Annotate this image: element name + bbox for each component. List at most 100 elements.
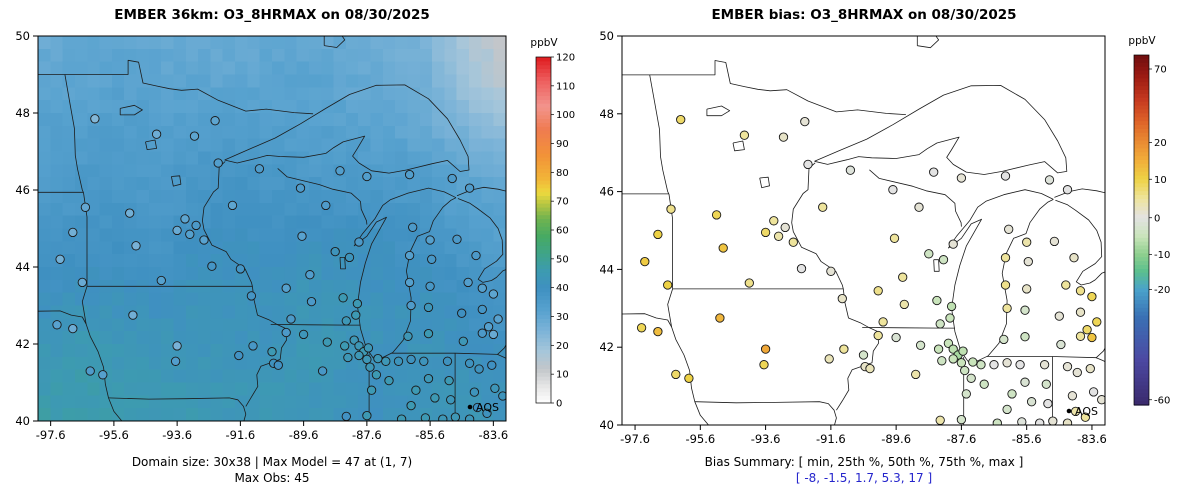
colorbar-tick-label: 50 [556,254,569,265]
station-marker [246,291,257,301]
station-marker [248,341,258,351]
station-marker [305,270,315,280]
station-marker [404,250,415,261]
station-marker [788,237,798,247]
colorbar-tick-label: -10 [1154,250,1170,261]
station-marker [1097,395,1105,405]
station-marker [172,225,182,236]
colorbar-tick-label: 40 [556,283,569,294]
y-tick-label: 42 [600,340,614,354]
station-marker [924,249,934,259]
x-tick-label: -93.6 [751,432,781,446]
station-marker [1035,418,1045,425]
aqs-dot-icon [1066,408,1072,414]
station-marker [131,241,141,251]
station-marker [1002,358,1012,368]
station-marker [636,323,647,333]
station-marker [803,159,813,170]
bias-station-markers [636,114,1105,425]
station-marker [384,375,394,386]
station-marker [488,289,499,299]
plot-axes: -97.6 -95.6 -93.6 -91.6 -89.6 -87.6 -85.6 -83.6… [15,29,508,442]
station-marker [425,281,435,291]
station-marker [406,354,416,365]
plot-axes: -97.6 -95.6 -93.6 -91.6 -89.6 -87.6 -85.6 -83.6… [600,29,1107,446]
station-marker [354,237,364,247]
left-panel-title: EMBER 36km: O3_8HRMAX on 08/30/2025 [114,7,429,23]
station-marker [937,356,947,366]
station-marker [458,336,468,346]
station-marker [210,116,220,126]
station-marker [769,216,779,226]
station-marker [343,352,353,363]
station-marker [180,214,190,224]
colorbar-tick-label: 20 [556,341,569,352]
station-marker [471,250,481,261]
station-marker [477,304,487,315]
right-caption-bias-summary: Bias Summary: [ min, 25th %, 50th %, 75t… [705,455,1024,469]
station-marker [172,341,182,351]
station-marker [935,415,945,425]
station-marker [715,313,725,323]
station-marker [1088,387,1099,397]
x-tick-label: -91.6 [816,432,846,446]
station-marker [873,286,883,296]
station-marker [956,414,967,425]
station-marker [191,220,201,231]
station-marker [321,200,331,211]
station-marker [68,323,78,334]
station-marker [457,308,467,318]
y-tick-label: 44 [600,262,614,276]
station-marker [1048,416,1058,425]
station-marker [796,263,807,274]
station-marker [653,326,663,337]
station-marker [1043,398,1053,409]
station-marker [273,360,283,370]
model-map-plot: -97.6 -95.6 -93.6 -91.6 -89.6 -87.6 -85.6 -83.6… [15,29,575,442]
station-marker [297,231,307,241]
station-marker [90,114,100,124]
station-marker [837,293,847,304]
station-marker [960,365,970,376]
station-marker [929,167,939,177]
station-marker [213,158,223,168]
station-marker [464,414,475,421]
station-marker [1039,360,1050,370]
station-marker [487,360,497,370]
station-marker [898,272,908,282]
station-marker [958,346,968,356]
aqs-legend: AQS [467,401,499,414]
station-marker [450,412,461,421]
station-marker [1062,185,1073,195]
station-marker [948,344,958,354]
bias-map-panel: EMBER bias: O3_8HRMAX on 08/30/2025 Bias… [600,7,1170,485]
station-marker [956,173,967,183]
station-marker [826,266,836,276]
station-marker [1022,284,1032,294]
station-marker [1087,332,1097,343]
y-tick-label: 40 [600,418,614,432]
station-marker [406,300,416,311]
station-marker [52,320,62,330]
station-marker [170,356,181,366]
station-marker [98,370,108,380]
station-marker [207,261,217,271]
station-marker [477,283,487,293]
station-marker [739,130,750,140]
colorbar-tick-label: 30 [556,312,569,323]
station-marker [1092,317,1102,327]
x-tick-label: -87.6 [947,432,977,446]
station-marker [298,329,309,340]
station-marker [759,360,769,370]
station-marker [938,255,949,265]
station-marker [483,322,494,332]
station-marker [1000,253,1011,263]
station-marker [335,166,345,176]
station-marker [338,293,348,303]
x-tick-label: -85.6 [415,428,445,442]
station-marker [800,116,810,127]
station-marker [464,358,475,368]
station-marker [666,204,676,214]
station-marker [1075,307,1086,317]
station-marker [711,210,722,220]
